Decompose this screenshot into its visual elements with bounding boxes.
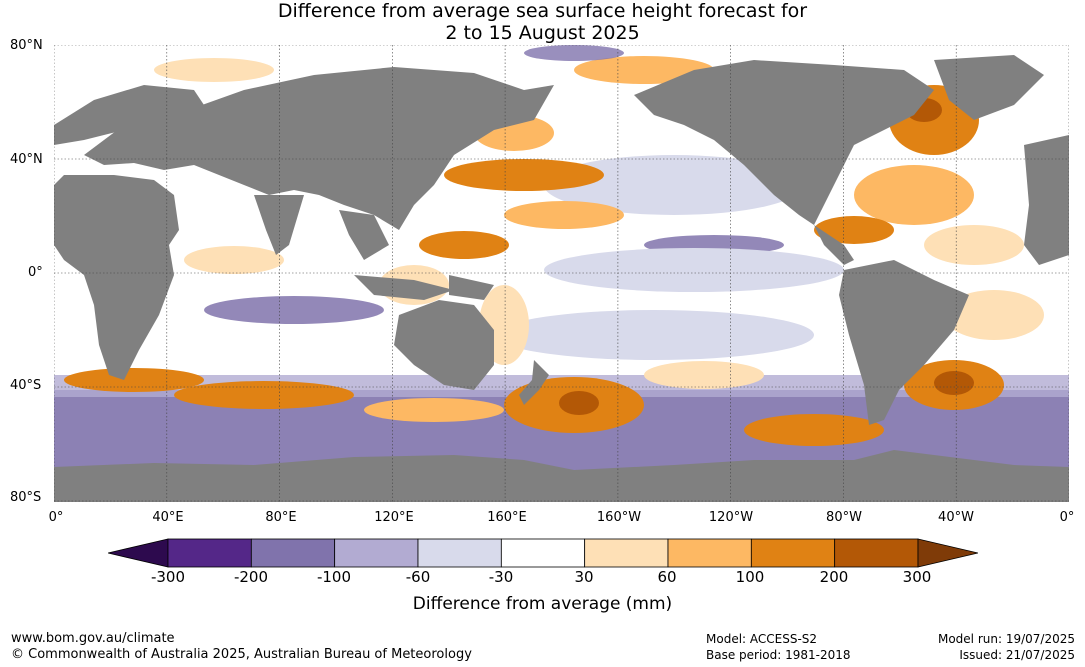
anomaly-blob [924, 225, 1024, 265]
anomaly-blob [204, 296, 384, 324]
lon-label-80w: 80°W [826, 510, 862, 525]
colorbar-tick-label: -30 [488, 568, 514, 586]
colorbar-tick-label: -200 [233, 568, 269, 586]
land-india [254, 195, 304, 255]
footer-model: Model: ACCESS-S2 [706, 632, 818, 646]
anomaly-blob [544, 155, 804, 215]
colorbar-segment [417, 538, 502, 568]
land-central-america [814, 225, 854, 265]
sea-surface-height-map [54, 45, 1069, 502]
anomaly-blob [934, 371, 974, 395]
colorbar-segment [834, 538, 919, 568]
land-australia [394, 300, 494, 390]
land-europe-east [1024, 135, 1069, 265]
colorbar-segments [167, 538, 919, 568]
colorbar-tick-label: 60 [657, 568, 677, 586]
anomaly-blob [494, 310, 814, 360]
colorbar-segment [500, 538, 586, 568]
colorbar-segment [167, 538, 252, 568]
anomaly-blob [524, 45, 624, 61]
lat-label-40n: 40°N [10, 152, 43, 167]
colorbar-tick-label: 200 [819, 568, 849, 586]
colorbar-segment [250, 538, 336, 568]
footer-issued: Issued: 21/07/2025 [959, 648, 1075, 662]
lon-label-120e: 120°E [374, 510, 414, 525]
map-gridlines [54, 45, 1069, 502]
colorbar-tick-label: -300 [150, 568, 186, 586]
colorbar-arrow-low [108, 538, 169, 568]
colorbar-tick-label: -60 [405, 568, 431, 586]
anomaly-blob [154, 58, 274, 82]
lon-label-40w: 40°W [938, 510, 974, 525]
land-southeast-asia [339, 210, 389, 260]
lon-label-0-right: 0° [1059, 510, 1075, 525]
colorbar-title: Difference from average (mm) [412, 594, 673, 614]
land-masses [54, 55, 1069, 502]
lon-label-120w: 120°W [708, 510, 754, 525]
footer-copyright: © Commonwealth of Australia 2025, Austra… [11, 647, 472, 662]
land-new-zealand [519, 360, 549, 405]
colorbar-tick-label: -100 [316, 568, 352, 586]
anomaly-blob [419, 231, 509, 259]
land-antarctica [54, 450, 1069, 502]
anomaly-blob [814, 216, 894, 244]
anomaly-blob [64, 368, 204, 392]
footer-model-run: Model run: 19/07/2025 [937, 632, 1075, 646]
anomaly-blob [504, 201, 624, 229]
anomaly-blob [364, 398, 504, 422]
colorbar [108, 538, 978, 568]
colorbar-segment [667, 538, 752, 568]
footer-website: www.bom.gov.au/climate [11, 631, 175, 646]
title-line-1: Difference from average sea surface heig… [277, 0, 808, 22]
lat-label-equator: 0° [28, 265, 43, 280]
colorbar-segment [750, 538, 836, 568]
footer-base-period: Base period: 1981-2018 [706, 648, 851, 662]
lon-label-80e: 80°E [265, 510, 297, 525]
lon-label-160e: 160°E [487, 510, 527, 525]
land-indonesia [354, 275, 454, 300]
anomaly-blob [944, 290, 1044, 340]
anomaly-blob [184, 246, 284, 274]
land-eurasia [84, 67, 554, 230]
land-papua [449, 275, 494, 300]
lat-label-40s: 40°S [10, 378, 42, 393]
title-line-2: 2 to 15 August 2025 [445, 22, 640, 44]
colorbar-segment [584, 538, 669, 568]
anomaly-blob [644, 361, 764, 389]
anomaly-blob [559, 391, 599, 415]
colorbar-tick-label: 30 [574, 568, 594, 586]
lat-label-80s: 80°S [10, 490, 42, 505]
land-south-america [839, 260, 969, 425]
colorbar-segment [334, 538, 419, 568]
map-title: Difference from average sea surface heig… [0, 0, 1085, 44]
lat-label-80n: 80°N [10, 38, 43, 53]
anomaly-blob [544, 248, 844, 292]
lon-label-40e: 40°E [152, 510, 184, 525]
colorbar-arrow-high [917, 538, 978, 568]
anomaly-blob [444, 159, 604, 191]
anomaly-blob [174, 381, 354, 409]
land-africa [54, 175, 179, 380]
lon-label-160w: 160°W [596, 510, 642, 525]
colorbar-tick-label: 100 [735, 568, 765, 586]
colorbar-tick-label: 300 [902, 568, 932, 586]
lon-label-0-left: 0° [48, 510, 64, 525]
land-greenland [934, 55, 1044, 120]
land-europe [54, 85, 204, 145]
anomaly-blob [744, 414, 884, 446]
anomaly-blob [854, 165, 974, 225]
land-north-america [634, 60, 934, 225]
